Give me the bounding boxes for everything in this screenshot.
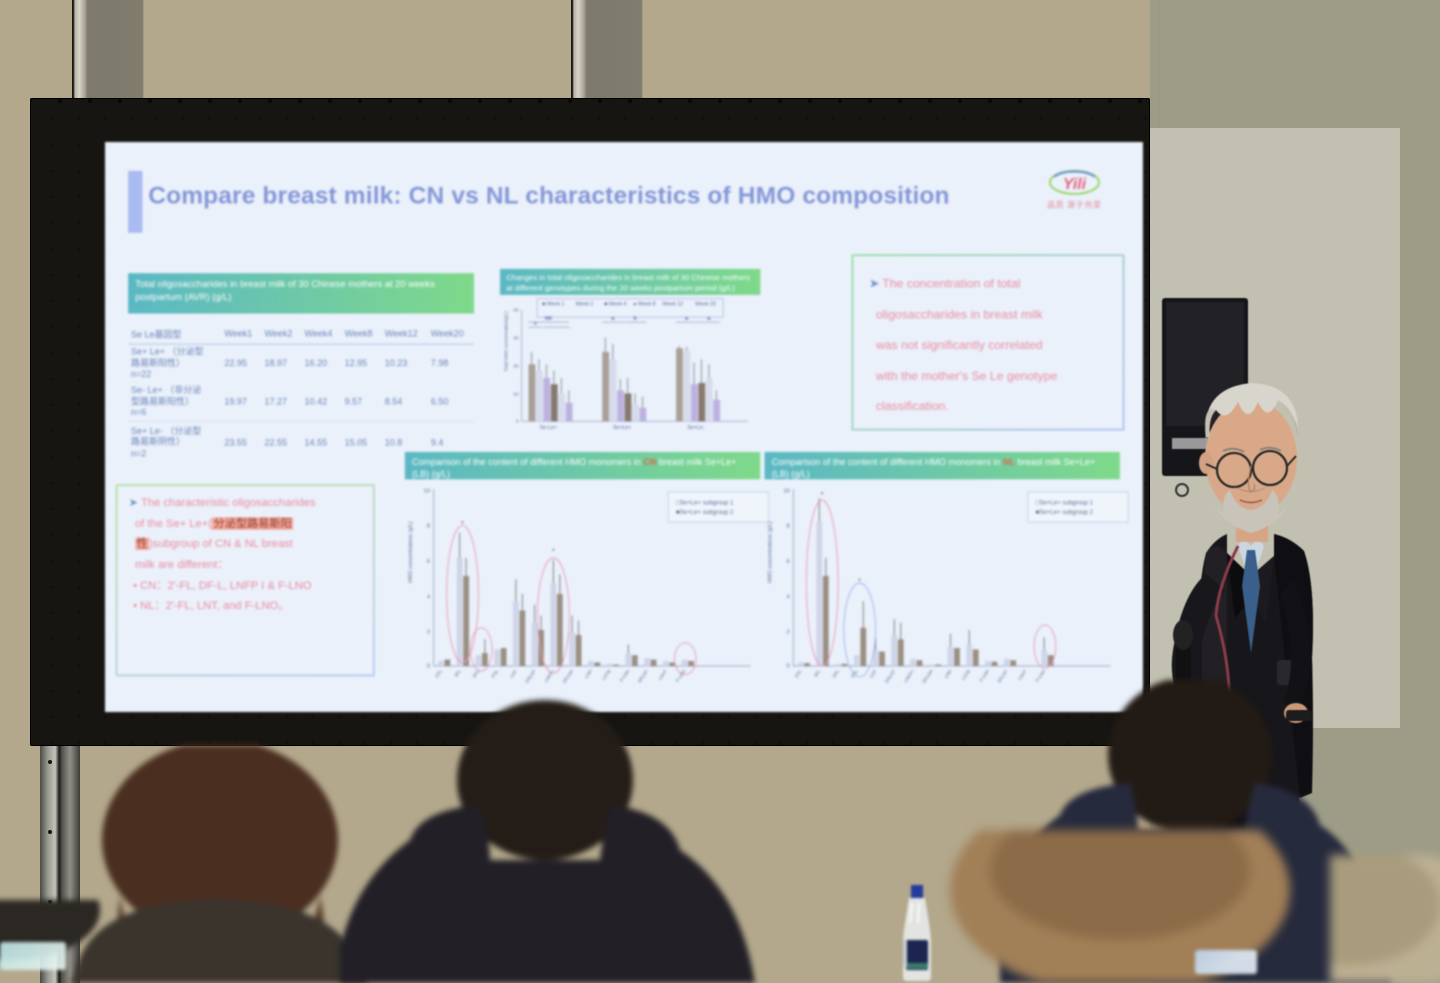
svg-text:DSLNT: DSLNT (884, 669, 897, 684)
svg-text:*: * (821, 492, 824, 499)
svg-text:LNH: LNH (943, 669, 952, 679)
svg-text:■ Week 4: ■ Week 4 (604, 301, 626, 307)
svg-text:LNT: LNT (509, 669, 518, 679)
svg-text:DFLNH: DFLNH (562, 669, 575, 684)
svg-text:Week 2: Week 2 (576, 301, 594, 307)
svg-text:a: a (685, 317, 688, 322)
svg-text:LSTB: LSTB (601, 669, 612, 681)
svg-text:4: 4 (787, 594, 791, 600)
svg-text:3FL: 3FL (453, 668, 462, 678)
svg-text:● Week 8: ● Week 8 (633, 301, 655, 307)
svg-text:Yili: Yili (1063, 176, 1087, 193)
svg-text:2: 2 (787, 630, 790, 636)
svg-text:a: a (611, 317, 614, 322)
svg-text:0: 0 (787, 663, 790, 669)
svg-text:Se+Le+: Se+Le+ (613, 425, 631, 431)
svg-text:LNFP I: LNFP I (903, 669, 915, 683)
svg-text:Se+Le-: Se+Le- (687, 425, 704, 431)
svg-text:3'SL: 3'SL (490, 668, 499, 679)
svg-text:NS: NS (545, 316, 553, 322)
svg-text:*: * (858, 578, 861, 585)
svg-text:8: 8 (787, 524, 790, 530)
svg-text:0: 0 (427, 663, 430, 669)
svg-text:F-LNH: F-LNH (978, 669, 990, 683)
svg-text:F-LNO: F-LNO (675, 668, 687, 682)
svg-text:LNH: LNH (584, 669, 593, 679)
svg-text:■ Week 1: ■ Week 1 (542, 301, 564, 307)
svg-text:F-LNH: F-LNH (619, 669, 631, 683)
svg-text:Week 20: Week 20 (695, 301, 716, 307)
svg-text:LNT: LNT (869, 669, 878, 679)
svg-text:20: 20 (513, 363, 519, 369)
svg-text:DFL: DFL (831, 668, 840, 678)
svg-text:3FL: 3FL (813, 668, 822, 678)
svg-text:HMO concentrations (g/L): HMO concentrations (g/L) (408, 521, 414, 583)
svg-text:*: * (461, 520, 464, 527)
svg-text:Total HMO concentration(g/L): Total HMO concentration(g/L) (503, 311, 508, 372)
svg-text:30: 30 (513, 336, 519, 342)
svg-text:DFLNT: DFLNT (637, 669, 650, 684)
svg-text:2'FL: 2'FL (794, 668, 803, 678)
svg-text:4: 4 (427, 594, 431, 600)
svg-text:10: 10 (783, 488, 789, 494)
svg-text:LNnT: LNnT (1017, 669, 1028, 681)
svg-text:Se-Le+: Se-Le+ (540, 425, 557, 431)
svg-text:*: * (552, 548, 555, 555)
svg-text:DSLNT: DSLNT (524, 669, 537, 684)
svg-text:2: 2 (427, 630, 430, 636)
svg-text:10: 10 (424, 488, 430, 494)
svg-text:Week 12: Week 12 (662, 301, 683, 307)
svg-text:LNnT: LNnT (658, 669, 669, 681)
svg-text:6: 6 (787, 559, 790, 565)
svg-text:8: 8 (427, 524, 430, 530)
svg-text:10: 10 (513, 391, 519, 397)
svg-text:a: a (708, 317, 711, 322)
svg-text:LSTB: LSTB (961, 669, 972, 681)
svg-text:2'FL: 2'FL (434, 668, 443, 678)
svg-text:40: 40 (513, 308, 519, 314)
svg-text:HMO concentrations (g/L): HMO concentrations (g/L) (768, 521, 774, 583)
svg-text:0: 0 (516, 419, 519, 425)
svg-text:6: 6 (427, 559, 430, 565)
svg-text:DFL: DFL (472, 668, 481, 678)
svg-text:LNFP I: LNFP I (543, 669, 555, 683)
svg-text:b: b (634, 316, 637, 322)
svg-text:DFLNH: DFLNH (921, 669, 934, 684)
